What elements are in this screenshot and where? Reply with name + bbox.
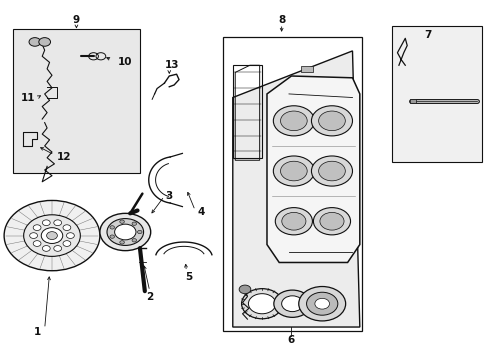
Text: 12: 12 [57,152,72,162]
Circle shape [318,161,345,181]
Circle shape [33,241,41,246]
Circle shape [4,201,100,271]
Circle shape [29,38,41,46]
Circle shape [67,233,74,238]
Circle shape [315,298,330,309]
Circle shape [282,212,306,230]
Text: 6: 6 [288,334,295,345]
Circle shape [24,215,80,256]
Circle shape [115,224,136,240]
Circle shape [54,220,62,226]
Circle shape [43,220,50,226]
Circle shape [43,246,50,251]
Bar [13,30,140,173]
Circle shape [63,241,71,246]
Text: 8: 8 [278,15,285,26]
Circle shape [100,213,151,251]
Circle shape [282,296,303,312]
Circle shape [110,235,115,238]
Circle shape [280,161,307,181]
Circle shape [239,285,251,294]
Circle shape [107,219,144,246]
Circle shape [273,106,315,136]
Circle shape [41,228,63,243]
Circle shape [33,225,41,230]
Circle shape [320,212,344,230]
Circle shape [312,106,352,136]
Circle shape [54,246,62,251]
Text: 9: 9 [73,15,80,26]
Circle shape [138,230,142,234]
Polygon shape [233,51,360,327]
Circle shape [307,292,338,315]
Bar [223,37,362,330]
Bar [301,66,314,72]
Text: 11: 11 [20,93,35,103]
Circle shape [274,290,311,318]
Circle shape [120,220,124,223]
Circle shape [30,233,38,238]
Circle shape [299,287,345,321]
Text: 13: 13 [165,60,179,70]
Circle shape [280,111,307,131]
Text: 10: 10 [118,57,132,67]
Circle shape [273,156,315,186]
Bar [392,26,482,162]
Bar [301,87,314,94]
Circle shape [120,241,124,244]
Polygon shape [267,76,360,262]
Bar [301,105,314,112]
Text: 1: 1 [34,327,41,337]
Circle shape [318,111,345,131]
Circle shape [132,239,137,242]
Circle shape [39,38,50,46]
Circle shape [314,208,350,235]
Text: 5: 5 [185,272,193,282]
Bar [410,99,416,103]
Text: 7: 7 [424,30,432,40]
Circle shape [63,225,71,230]
Circle shape [110,226,115,229]
Circle shape [132,222,137,225]
Circle shape [312,156,352,186]
Circle shape [242,289,283,319]
Text: 2: 2 [146,292,153,302]
Text: 3: 3 [166,191,173,201]
Circle shape [248,294,276,314]
Circle shape [47,231,57,239]
Text: 4: 4 [197,207,205,217]
Circle shape [275,208,313,235]
